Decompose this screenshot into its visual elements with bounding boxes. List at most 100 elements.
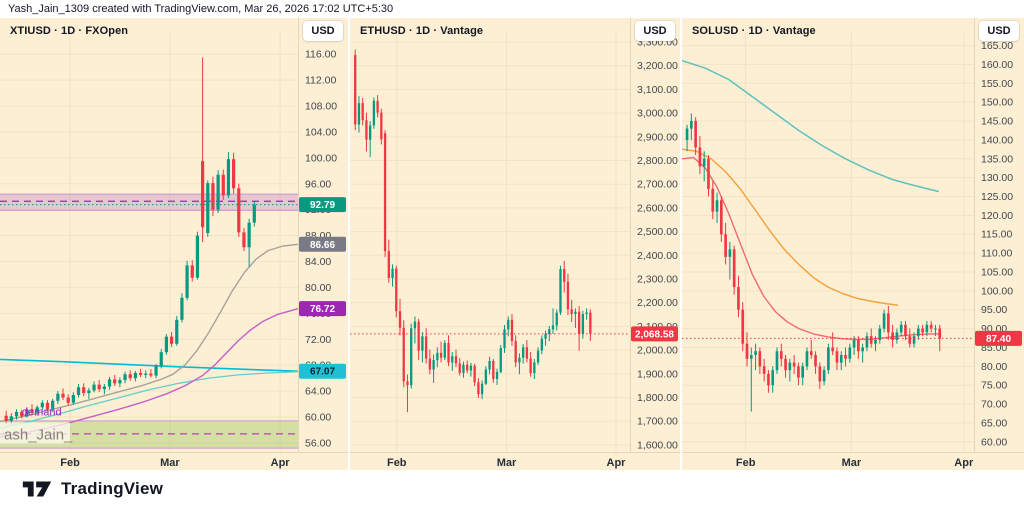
- svg-text:Apr: Apr: [271, 457, 291, 469]
- ma-teal-light: [0, 371, 299, 429]
- svg-text:Mar: Mar: [497, 457, 517, 469]
- svg-text:108.00: 108.00: [305, 101, 337, 113]
- chart-legend-xtiusd[interactable]: XTIUSD · 1D · FXOpen: [10, 25, 129, 37]
- svg-text:165.00: 165.00: [981, 40, 1013, 52]
- price-badge: [299, 197, 346, 213]
- time-axis[interactable]: Feb Mar Apr: [350, 452, 680, 470]
- zone-label: demand: [22, 406, 62, 418]
- svg-text:1,700.00: 1,700.00: [637, 416, 678, 428]
- chart-panel-xtiusd: demandash_Jain_56.0060.0064.0068.0072.00…: [0, 18, 348, 470]
- svg-text:92.79: 92.79: [310, 200, 335, 211]
- svg-text:100.00: 100.00: [981, 285, 1013, 297]
- svg-text:1,900.00: 1,900.00: [637, 368, 678, 380]
- svg-text:2,500.00: 2,500.00: [637, 226, 678, 238]
- svg-text:56.00: 56.00: [305, 437, 331, 449]
- svg-text:2,400.00: 2,400.00: [637, 250, 678, 262]
- ma-teal: [682, 59, 940, 193]
- svg-text:135.00: 135.00: [981, 153, 1013, 165]
- svg-text:115.00: 115.00: [981, 229, 1012, 241]
- svg-text:60.00: 60.00: [305, 412, 331, 424]
- svg-text:125.00: 125.00: [981, 191, 1013, 203]
- chart-panel-solusd: 60.00 65.00 70.00 75.00 80.00 85.00 90.00 95.00…: [682, 18, 1024, 470]
- svg-text:2,800.00: 2,800.00: [637, 155, 678, 167]
- svg-text:76.72: 76.72: [310, 304, 335, 315]
- svg-text:87.40: 87.40: [986, 334, 1011, 345]
- svg-text:75.00: 75.00: [981, 380, 1007, 392]
- solusd-chart-canvas[interactable]: 60.0065.0070.0075.0080.0085.0090.0095.00…: [682, 18, 1024, 470]
- svg-text:2,068.58: 2,068.58: [635, 329, 674, 340]
- currency-toggle-xtiusd[interactable]: USD: [303, 21, 343, 41]
- ethusd-chart-canvas[interactable]: 1,600.00 1,700.00 1,800.00 1,900.00 2,000.00…: [350, 18, 680, 470]
- price-badge: [299, 236, 346, 252]
- currency-toggle-ethusd[interactable]: USD: [635, 21, 675, 41]
- svg-text:Mar: Mar: [842, 457, 862, 469]
- svg-text:104.00: 104.00: [305, 126, 337, 138]
- charts-row: demandash_Jain_56.0060.0064.0068.0072.00…: [0, 18, 1024, 470]
- snapshot-header: Yash_Jain_1309 created with TradingView.…: [0, 0, 1024, 18]
- svg-text:2,300.00: 2,300.00: [637, 274, 678, 286]
- time-axis[interactable]: Feb Mar Apr: [0, 452, 348, 470]
- tradingview-logo-icon[interactable]: [22, 479, 52, 499]
- svg-text:84.00: 84.00: [305, 256, 331, 268]
- svg-text:80.00: 80.00: [981, 361, 1007, 373]
- svg-text:64.00: 64.00: [305, 386, 331, 398]
- price-axis[interactable]: 60.0065.0070.0075.0080.0085.0090.0095.00…: [974, 18, 1023, 452]
- svg-text:67.07: 67.07: [310, 367, 335, 378]
- svg-text:70.00: 70.00: [981, 399, 1007, 411]
- svg-text:95.00: 95.00: [981, 304, 1007, 316]
- svg-text:1,800.00: 1,800.00: [637, 392, 678, 404]
- svg-text:100.00: 100.00: [305, 152, 337, 164]
- svg-text:3,000.00: 3,000.00: [637, 108, 678, 120]
- attribution-text: Yash_Jain_1309 created with TradingView.…: [8, 3, 394, 15]
- svg-text:3,100.00: 3,100.00: [637, 84, 678, 96]
- svg-text:150.00: 150.00: [981, 97, 1013, 109]
- price-badge: [299, 301, 346, 317]
- svg-text:72.00: 72.00: [305, 334, 331, 346]
- svg-text:60.00: 60.00: [981, 436, 1007, 448]
- price-axis[interactable]: 1,600.00 1,700.00 1,800.00 1,900.00 2,000.00…: [630, 18, 679, 452]
- annotations: demand ash_Jain_: [0, 406, 73, 444]
- svg-text:Feb: Feb: [736, 457, 756, 469]
- candles: [4, 57, 256, 425]
- svg-text:130.00: 130.00: [981, 172, 1013, 184]
- svg-text:Feb: Feb: [60, 457, 80, 469]
- chart-panel-ethusd: 1,600.00 1,700.00 1,800.00 1,900.00 2,000.00…: [350, 18, 680, 470]
- svg-text:105.00: 105.00: [981, 266, 1013, 278]
- svg-text:2,200.00: 2,200.00: [637, 297, 678, 309]
- svg-text:140.00: 140.00: [981, 134, 1013, 146]
- candles: [685, 113, 942, 412]
- grid: [350, 32, 630, 452]
- candles: [354, 49, 592, 413]
- svg-text:155.00: 155.00: [981, 78, 1013, 90]
- ma-red: [682, 156, 939, 341]
- chart-legend-ethusd[interactable]: ETHUSD · 1D · Vantage: [360, 25, 484, 37]
- svg-text:110.00: 110.00: [981, 248, 1012, 260]
- svg-text:Apr: Apr: [607, 457, 627, 469]
- svg-text:80.00: 80.00: [305, 282, 331, 294]
- price-badge: [975, 330, 1022, 346]
- zone-label: ash_Jain_: [4, 426, 73, 443]
- tradingview-logo-text[interactable]: TradingView: [61, 478, 164, 498]
- svg-text:116.00: 116.00: [305, 49, 336, 61]
- ma-orange: [682, 148, 899, 306]
- zones: [0, 193, 298, 449]
- svg-text:112.00: 112.00: [305, 75, 336, 87]
- svg-text:Mar: Mar: [160, 457, 180, 469]
- price-badge: [631, 326, 678, 342]
- currency-toggle-solusd[interactable]: USD: [979, 21, 1019, 41]
- svg-text:Apr: Apr: [954, 457, 974, 469]
- snapshot-footer: TradingView: [0, 470, 1024, 507]
- svg-text:65.00: 65.00: [981, 417, 1007, 429]
- xtiusd-chart-canvas[interactable]: demandash_Jain_56.0060.0064.0068.0072.00…: [0, 18, 348, 470]
- time-axis[interactable]: Feb Mar Apr: [682, 452, 1024, 470]
- svg-text:2,600.00: 2,600.00: [637, 202, 678, 214]
- svg-text:96.00: 96.00: [305, 178, 331, 190]
- ma-gray: [0, 243, 299, 423]
- svg-text:2,000.00: 2,000.00: [637, 345, 678, 357]
- svg-text:120.00: 120.00: [981, 210, 1013, 222]
- chart-legend-solusd[interactable]: SOLUSD · 1D · Vantage: [692, 25, 816, 37]
- ma-cyan-flat: [0, 358, 299, 372]
- price-badge: [299, 363, 346, 379]
- svg-text:1,600.00: 1,600.00: [637, 439, 678, 451]
- price-axis[interactable]: 56.0060.0064.0068.0072.0076.0080.0084.00…: [298, 18, 347, 452]
